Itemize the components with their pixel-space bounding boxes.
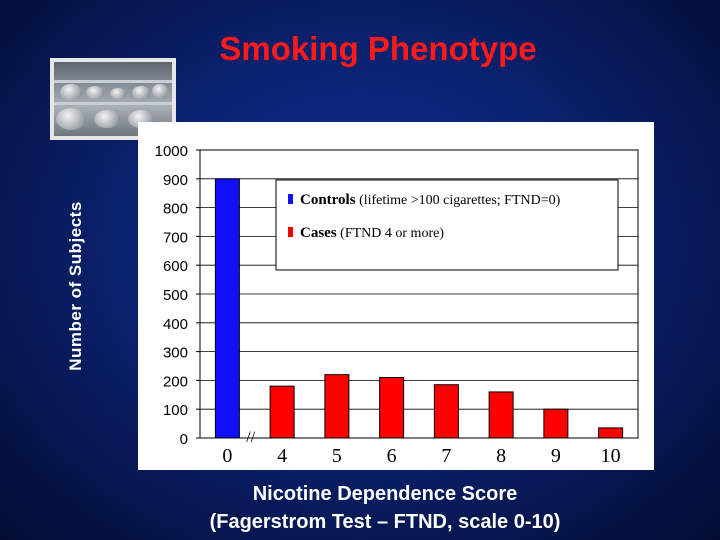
- y-axis-label: Number of Subjects: [66, 201, 85, 371]
- bar-cases-8: [488, 391, 514, 439]
- bar-cases-5: [324, 374, 350, 439]
- y-tick-label: 200: [163, 373, 188, 390]
- y-tick-label: 600: [163, 258, 188, 275]
- x-axis-label: Nicotine Dependence Score: [252, 483, 518, 505]
- bar-cases-7: [433, 384, 459, 439]
- y-tick-label: 100: [163, 402, 188, 419]
- y-tick-label: 300: [163, 345, 188, 362]
- bar-controls-0: [214, 178, 240, 439]
- x-tick-label: 5: [332, 445, 342, 467]
- axis-break-marker: //: [246, 429, 255, 446]
- y-tick-label: 400: [163, 316, 188, 333]
- x-tick-label: 8: [496, 445, 506, 467]
- y-tick-label: 900: [163, 172, 188, 189]
- x-tick-label: 9: [551, 445, 561, 467]
- legend-box: [275, 179, 619, 271]
- x-axis-label-line2: (Fagerstrom Test – FTND, scale 0-10): [209, 511, 561, 533]
- x-tick-label: 4: [277, 445, 287, 467]
- slide-title: Smoking Phenotype: [219, 30, 537, 67]
- y-tick-label: 800: [163, 201, 188, 218]
- legend-label-controls: Controls (lifetime >100 cigarettes; FTND…: [300, 192, 561, 208]
- bar-cases-6: [379, 377, 405, 439]
- y-tick-label: 500: [163, 287, 188, 304]
- bar-cases-4: [269, 385, 295, 439]
- bar-chart: 0 100 200 300 400 500 600 700 800 900 1000 0 4 5 6 7 8 9 1…: [155, 143, 639, 467]
- x-tick-label: 0: [222, 445, 232, 467]
- y-tick-label: 0: [180, 431, 188, 448]
- legend-swatch-cases: [288, 227, 293, 237]
- bar-cases-10: [598, 427, 624, 439]
- chart-panel: 0 100 200 300 400 500 600 700 800 900 1000 0 4 5 6 7 8 9 1…: [138, 122, 654, 470]
- y-tick-label: 1000: [155, 143, 188, 160]
- bar-cases-9: [543, 408, 569, 439]
- x-tick-label: 6: [387, 445, 397, 467]
- y-tick-label: 700: [163, 229, 188, 246]
- legend-label-cases: Cases (FTND 4 or more): [300, 225, 444, 241]
- legend-swatch-controls: [288, 194, 293, 204]
- factory-photo: [50, 58, 176, 140]
- x-tick-label: 10: [601, 445, 621, 467]
- x-tick-label: 7: [441, 445, 451, 467]
